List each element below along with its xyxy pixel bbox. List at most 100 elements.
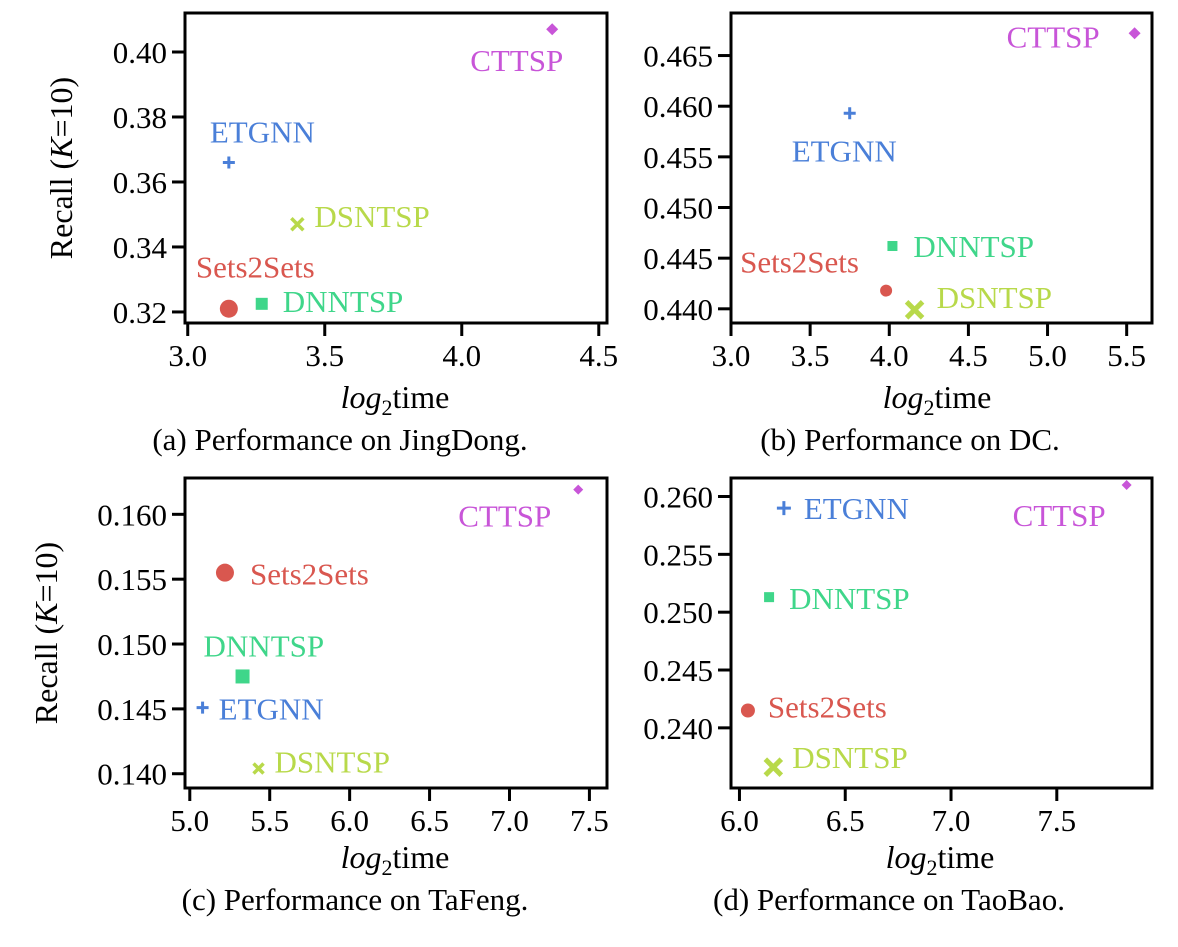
point-etgnn xyxy=(222,156,235,169)
point-dsntsp xyxy=(763,757,784,777)
point-label-cttsp: CTTSP xyxy=(470,43,563,78)
point-sets2sets xyxy=(219,299,238,318)
y-tick-label: 0.460 xyxy=(643,89,713,124)
point-dnntsp xyxy=(887,241,898,252)
x-tick-label: 6.0 xyxy=(720,803,759,838)
point-dsntsp xyxy=(290,216,305,232)
point-dsntsp xyxy=(904,300,925,320)
point-dsntsp xyxy=(252,762,265,775)
x-tick-label: 6.0 xyxy=(330,803,369,838)
point-sets2sets xyxy=(740,703,755,718)
plot-frame xyxy=(183,476,609,790)
point-label-dnntsp: DNNTSP xyxy=(789,581,910,616)
point-etgnn xyxy=(843,107,856,120)
y-tick-label: 0.145 xyxy=(97,692,167,727)
point-sets2sets xyxy=(880,284,893,297)
point-dnntsp xyxy=(235,669,250,684)
x-tick-label: 4.5 xyxy=(949,338,988,373)
y-tick-label: 0.240 xyxy=(643,711,713,746)
y-tick-label: 0.40 xyxy=(113,35,167,70)
y-tick-label: 0.160 xyxy=(97,497,167,532)
x-tick-label: 7.5 xyxy=(1037,803,1076,838)
y-tick-label: 0.36 xyxy=(113,165,167,200)
x-tick-label: 5.5 xyxy=(250,803,289,838)
x-tick-label: 5.0 xyxy=(170,803,209,838)
point-label-dnntsp: DNNTSP xyxy=(204,628,325,663)
point-label-cttsp: CTTSP xyxy=(1007,19,1100,54)
y-tick-label: 0.38 xyxy=(113,100,167,135)
subplot-d: 6.0 6.5 7.0 7.5 0.240 0.245 0.250 0.255 0.260 log… xyxy=(643,476,1154,917)
x-tick-label: 7.0 xyxy=(490,803,529,838)
x-tick-label: 5.0 xyxy=(1028,338,1067,373)
y-tick-label: 0.450 xyxy=(643,191,713,226)
x-tick-label: 3.0 xyxy=(712,338,751,373)
y-tick-label: 0.150 xyxy=(97,627,167,662)
point-label-etgnn: ETGNN xyxy=(792,133,897,168)
point-label-etgnn: ETGNN xyxy=(804,491,909,526)
x-tick-label: 7.5 xyxy=(570,803,609,838)
y-tick-label: 0.455 xyxy=(643,140,713,175)
point-cttsp xyxy=(546,23,559,36)
subplot-a: 3.0 3.5 4.0 4.5 0.32 0.34 0.36 0.38 0.40 log2time… xyxy=(43,11,618,457)
x-axis-label: log2time xyxy=(341,839,450,880)
point-cttsp xyxy=(1121,479,1132,490)
point-label-sets2sets: Sets2Sets xyxy=(740,245,859,280)
subplot-caption: (a) Performance on JingDong. xyxy=(152,422,527,457)
x-tick-label: 5.5 xyxy=(1107,338,1146,373)
plot-frame xyxy=(729,476,1154,790)
point-cttsp xyxy=(1128,27,1141,40)
y-tick-label: 0.250 xyxy=(643,595,713,630)
y-tick-label: 0.155 xyxy=(97,562,167,597)
x-tick-label: 3.5 xyxy=(791,338,830,373)
x-axis-label: log2time xyxy=(886,839,995,880)
x-tick-label: 3.5 xyxy=(305,338,344,373)
subplot-c: 5.0 5.5 6.0 6.5 7.0 7.5 0.140 0.145 0.150 0.155 0.… xyxy=(28,476,609,917)
point-cttsp xyxy=(573,484,584,495)
point-label-sets2sets: Sets2Sets xyxy=(250,557,369,592)
x-tick-label: 3.0 xyxy=(168,338,207,373)
y-tick-label: 0.260 xyxy=(643,480,713,515)
subplot-caption: (b) Performance on DC. xyxy=(760,422,1060,457)
subplot-b: 3.0 3.5 4.0 4.5 5.0 5.5 0.440 0.445 0.450 0.455 0.… xyxy=(643,11,1154,457)
x-axis-label: log2time xyxy=(883,379,992,420)
point-dnntsp xyxy=(255,297,268,310)
y-tick-label: 0.255 xyxy=(643,537,713,572)
y-axis-label: Recall (K=10) xyxy=(28,542,64,724)
point-label-dsntsp: DSNTSP xyxy=(314,199,429,234)
point-label-dsntsp: DSNTSP xyxy=(792,740,907,775)
point-etgnn xyxy=(776,501,791,516)
x-tick-label: 6.5 xyxy=(410,803,449,838)
point-label-dsntsp: DSNTSP xyxy=(275,745,390,780)
y-tick-label: 0.34 xyxy=(113,230,168,265)
point-dnntsp xyxy=(764,592,775,603)
x-tick-label: 4.5 xyxy=(579,338,618,373)
point-label-dsntsp: DSNTSP xyxy=(937,280,1052,315)
plot-frame xyxy=(183,11,609,325)
point-label-cttsp: CTTSP xyxy=(458,499,551,534)
y-axis-label: Recall (K=10) xyxy=(43,77,79,259)
x-tick-label: 4.0 xyxy=(870,338,909,373)
point-label-etgnn: ETGNN xyxy=(210,114,315,149)
y-tick-label: 0.445 xyxy=(643,241,713,276)
plot-frame xyxy=(729,11,1154,325)
point-label-sets2sets: Sets2Sets xyxy=(196,250,315,285)
point-etgnn xyxy=(196,701,209,714)
x-tick-label: 7.0 xyxy=(932,803,971,838)
x-tick-label: 6.5 xyxy=(826,803,865,838)
point-label-dnntsp: DNNTSP xyxy=(283,284,404,319)
subplot-caption: (c) Performance on TaFeng. xyxy=(182,882,529,917)
subplot-caption: (d) Performance on TaoBao. xyxy=(713,882,1065,917)
x-tick-label: 4.0 xyxy=(442,338,481,373)
point-label-sets2sets: Sets2Sets xyxy=(768,690,887,725)
point-label-cttsp: CTTSP xyxy=(1013,498,1106,533)
y-tick-label: 0.245 xyxy=(643,653,713,688)
point-sets2sets xyxy=(215,563,234,582)
point-label-dnntsp: DNNTSP xyxy=(913,229,1034,264)
point-label-etgnn: ETGNN xyxy=(219,692,324,727)
y-tick-label: 0.32 xyxy=(113,295,167,330)
y-tick-label: 0.465 xyxy=(643,39,713,74)
y-tick-label: 0.140 xyxy=(97,757,167,792)
y-tick-label: 0.440 xyxy=(643,292,713,327)
x-axis-label: log2time xyxy=(341,379,450,420)
